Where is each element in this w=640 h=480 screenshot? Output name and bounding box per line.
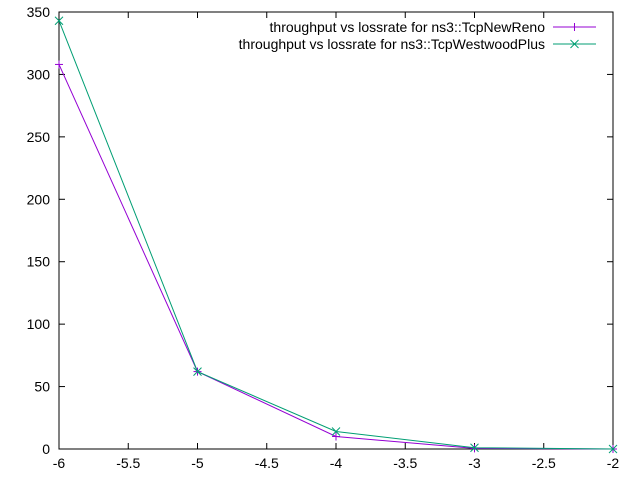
legend-label: throughput vs lossrate for ns3::TcpNewRe… [270,19,546,35]
legend-swatch-marker [570,39,579,49]
data-point [470,443,479,453]
x-tick-label: -5.5 [116,455,140,471]
y-tick-label: 50 [34,379,50,395]
data-point [193,367,202,376]
legend: throughput vs lossrate for ns3::TcpNewRe… [239,19,596,52]
cross-marker-b [470,443,479,453]
legend-swatch-marker [570,23,579,31]
x-tick-label: -6 [53,455,66,471]
y-tick-label: 250 [27,129,51,145]
data-point [331,427,341,436]
y-tick-label: 100 [27,316,51,332]
data-point [608,444,618,454]
cross-marker-b [193,367,202,376]
y-tick-label: 150 [27,254,51,270]
x-tick-label: -2 [607,455,620,471]
legend-label: throughput vs lossrate for ns3::TcpWestw… [239,36,545,52]
series-line-1 [58,20,614,450]
x-tick-label: -3.5 [393,455,417,471]
data-point [332,432,340,441]
x-tick-label: -5 [191,455,204,471]
y-tick-label: 200 [27,191,51,207]
y-tick-label: 0 [42,441,50,457]
y-tick-label: 300 [27,66,51,82]
cross-marker-b [54,16,64,26]
series-line-0 [58,64,614,450]
cross-marker-b [608,444,618,454]
x-tick-label: -2.5 [532,455,556,471]
x-tick-label: -4.5 [255,455,279,471]
x-tick-label: -4 [330,455,343,471]
axis-ticks: -6 -5.5 -5 -4.5 -4 -3.5 -3 -2.5 -2 0 50 100 150 200 25… [27,4,620,471]
cross-marker-b [570,39,579,49]
x-tick-label: -3 [468,455,481,471]
data-point [54,16,64,26]
data-point [55,60,63,69]
series-lines [54,16,618,454]
y-tick-label: 350 [27,4,51,20]
cross-marker-b [331,427,341,436]
